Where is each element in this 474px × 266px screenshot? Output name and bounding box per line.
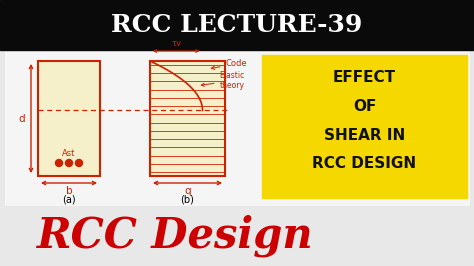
Bar <box>262 55 467 198</box>
Text: τv: τv <box>171 39 182 48</box>
Text: RCC Design: RCC Design <box>36 215 313 257</box>
Text: RCC LECTURE-39: RCC LECTURE-39 <box>111 13 363 37</box>
Text: b: b <box>66 186 73 196</box>
Text: Code: Code <box>211 60 247 69</box>
Text: RCC DESIGN: RCC DESIGN <box>312 156 417 171</box>
Text: q: q <box>184 186 191 196</box>
Bar <box>38 61 100 176</box>
Text: d: d <box>18 114 25 123</box>
Bar <box>150 61 225 176</box>
Circle shape <box>65 160 73 167</box>
Bar <box>0 0 474 50</box>
Circle shape <box>75 160 82 167</box>
Text: OF: OF <box>353 99 376 114</box>
Text: Ast: Ast <box>62 149 76 159</box>
Bar <box>5 1 470 206</box>
Text: EFFECT: EFFECT <box>333 70 396 85</box>
Text: SHEAR IN: SHEAR IN <box>324 128 405 143</box>
Text: Elastic
theory: Elastic theory <box>201 71 245 90</box>
Circle shape <box>55 160 63 167</box>
Text: (b): (b) <box>181 195 194 205</box>
Text: (a): (a) <box>62 195 76 205</box>
